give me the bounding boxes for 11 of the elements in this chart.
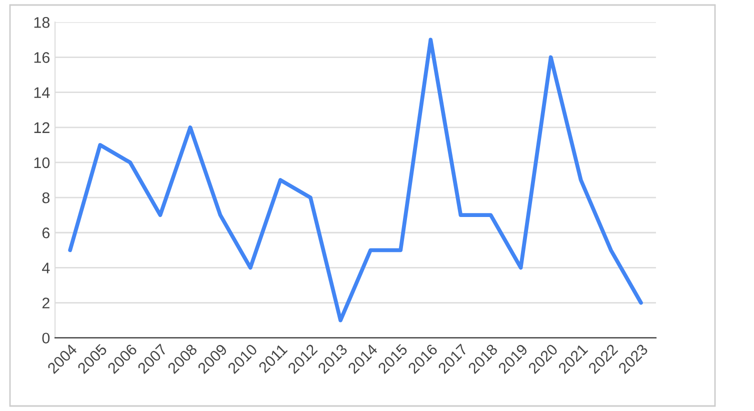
line-series [68,38,643,322]
y-tick-label: 10 [34,157,50,168]
y-tick-label: 0 [42,332,50,344]
y-tick-label: 16 [34,52,50,63]
y-tick-label: 8 [42,192,50,204]
y-tick-label: 4 [42,262,50,274]
y-tick-label: 2 [42,298,50,308]
y-tick-label: 12 [34,122,50,133]
y-tick-label: 14 [34,87,50,98]
y-tick-label: 6 [42,227,50,238]
y-tick-label: 18 [34,17,50,28]
